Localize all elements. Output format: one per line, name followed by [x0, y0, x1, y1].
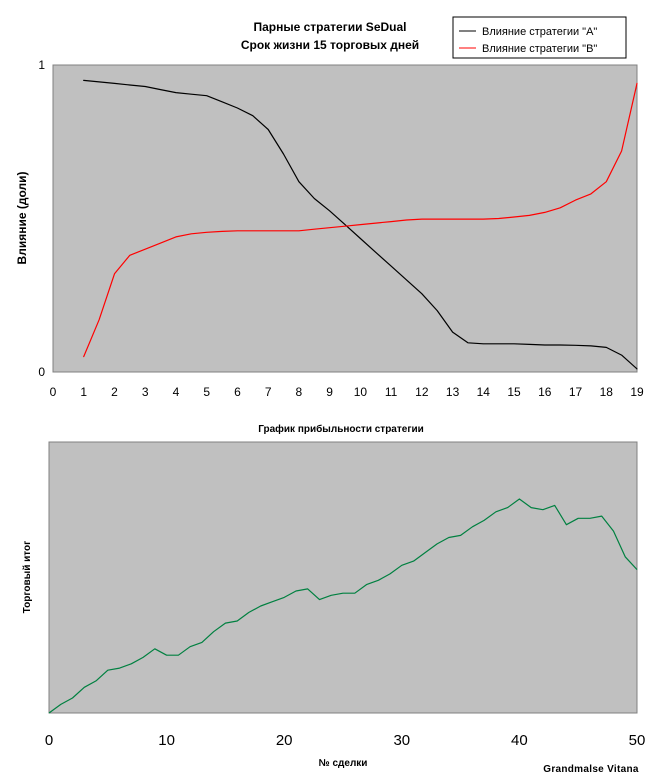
influence-x-tick-label: 2: [111, 385, 118, 399]
watermark-text: Grandmalse Vitana: [543, 764, 639, 775]
influence-chart-title-line1: Парные стратегии SeDual: [253, 20, 406, 34]
influence-x-tick-label: 16: [538, 385, 552, 399]
influence-x-tick-label: 7: [265, 385, 272, 399]
influence-x-tick-label: 19: [630, 385, 644, 399]
influence-x-tick-label: 6: [234, 385, 241, 399]
series-line-strategy-b: [83, 82, 638, 358]
profit-tick-labels: 0 10 20 30 40 50: [45, 732, 646, 749]
profit-x-tick-label: 0: [45, 732, 53, 749]
influence-x-tick-label: 3: [142, 385, 149, 399]
influence-x-tick-label: 1: [80, 385, 87, 399]
influence-y-tick-label: 0: [38, 365, 45, 379]
influence-chart: Парные стратегии SeDual Срок жизни 15 то…: [15, 16, 644, 399]
legend-label-b: Влияние стратегии "B": [482, 43, 597, 55]
profit-x-tick-label: 20: [276, 732, 293, 749]
legend-box: [452, 16, 627, 59]
profit-x-tick-label: 50: [629, 732, 646, 749]
profit-series-line: [48, 498, 638, 714]
influence-x-tick-label: 9: [326, 385, 333, 399]
influence-series-lines: [83, 79, 638, 370]
influence-x-tick-label: 10: [354, 385, 368, 399]
influence-y-axis-label: Влияние (доли): [15, 172, 29, 265]
profit-x-tick-label: 30: [393, 732, 410, 749]
profit-x-tick-label: 40: [511, 732, 528, 749]
influence-x-tick-label: 0: [50, 385, 57, 399]
influence-x-tick-label: 5: [203, 385, 210, 399]
series-line-strategy-a: [83, 79, 638, 370]
influence-x-tick-label: 12: [415, 385, 429, 399]
influence-chart-title-line2: Срок жизни 15 торговых дней: [241, 38, 419, 52]
influence-plot-area: [52, 64, 638, 373]
influence-x-tick-label: 13: [446, 385, 460, 399]
influence-legend: Влияние стратегии "A" Влияние стратегии …: [452, 16, 627, 59]
influence-x-tick-label: 11: [385, 385, 398, 399]
influence-x-tick-label: 18: [600, 385, 614, 399]
profit-chart: График прибыльности стратегии Торговый и…: [22, 423, 645, 769]
profit-x-tick-label: 10: [158, 732, 175, 749]
profit-series-lines: [48, 498, 638, 714]
influence-x-tick-label: 4: [173, 385, 180, 399]
influence-y-tick-label: 1: [38, 58, 45, 72]
legend-label-a: Влияние стратегии "A": [482, 26, 597, 38]
profit-plot-area: [48, 441, 638, 714]
influence-x-tick-label: 15: [507, 385, 521, 399]
profit-chart-title: График прибыльности стратегии: [258, 423, 424, 435]
profit-x-axis-label: № сделки: [319, 758, 368, 769]
influence-x-tick-label: 8: [296, 385, 303, 399]
influence-x-tick-label: 17: [569, 385, 583, 399]
influence-x-tick-label: 14: [477, 385, 491, 399]
profit-y-axis-label: Торговый итог: [22, 541, 33, 614]
